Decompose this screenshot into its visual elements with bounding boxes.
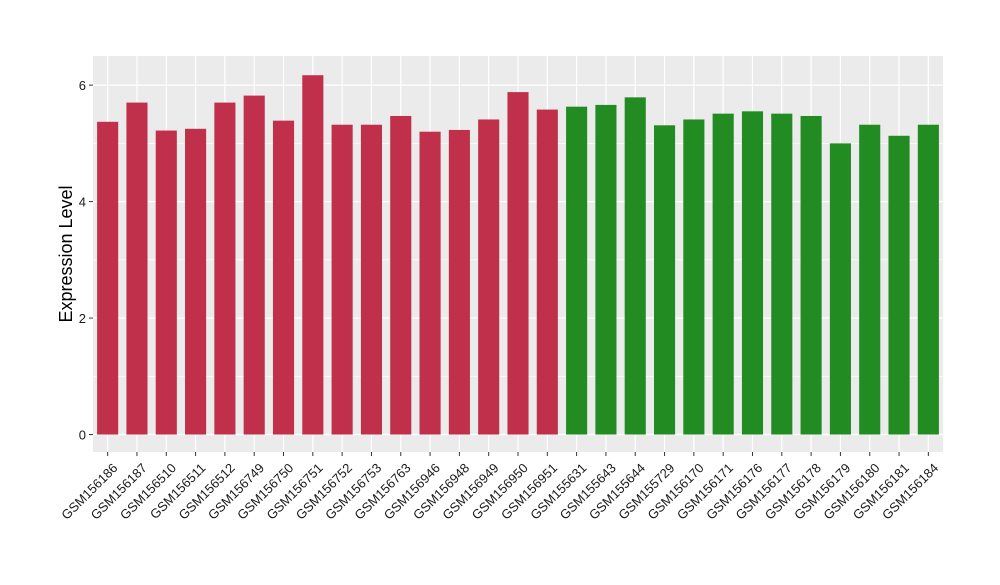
bar-GSM156170 <box>683 119 705 435</box>
bar-GSM155644 <box>624 97 646 435</box>
bar-GSM156948 <box>448 129 470 435</box>
bar-GSM156177 <box>771 113 793 435</box>
y-tick-label: 2 <box>79 311 86 326</box>
bar-GSM156181 <box>888 135 910 435</box>
y-axis: 0 2 4 6 <box>79 78 93 443</box>
bar-GSM156753 <box>360 124 382 435</box>
bar-GSM155631 <box>566 106 588 435</box>
bar-GSM156752 <box>331 124 353 435</box>
bar-GSM156184 <box>917 124 939 435</box>
bar-GSM156750 <box>272 120 295 435</box>
bar-GSM156950 <box>507 92 529 435</box>
y-tick-label: 6 <box>79 78 86 93</box>
bar-GSM156946 <box>419 131 441 435</box>
bar-GSM156751 <box>302 75 324 435</box>
y-tick-label: 4 <box>79 195 86 210</box>
bar-GSM155729 <box>654 125 676 435</box>
bar-GSM156186 <box>97 121 119 435</box>
y-tick-label: 0 <box>79 428 86 443</box>
bar-GSM156951 <box>536 109 558 435</box>
bar-GSM156178 <box>800 115 822 435</box>
bar-GSM156187 <box>126 102 148 435</box>
y-axis-title: Expression Level <box>56 185 76 322</box>
bar-GSM156749 <box>243 95 265 435</box>
bar-GSM156179 <box>829 143 851 435</box>
bars <box>97 75 939 435</box>
bar-GSM155643 <box>595 104 617 435</box>
bar-GSM156176 <box>741 111 764 435</box>
bar-GSM156512 <box>214 102 236 435</box>
bar-GSM156511 <box>185 128 207 435</box>
bar-GSM156171 <box>712 113 734 435</box>
bar-GSM156949 <box>478 119 500 435</box>
bar-GSM156763 <box>390 115 412 435</box>
x-axis: GSM156186GSM156187GSM156510GSM156511GSM1… <box>58 452 941 523</box>
bar-GSM156510 <box>155 130 177 435</box>
bar-GSM156180 <box>859 124 881 435</box>
